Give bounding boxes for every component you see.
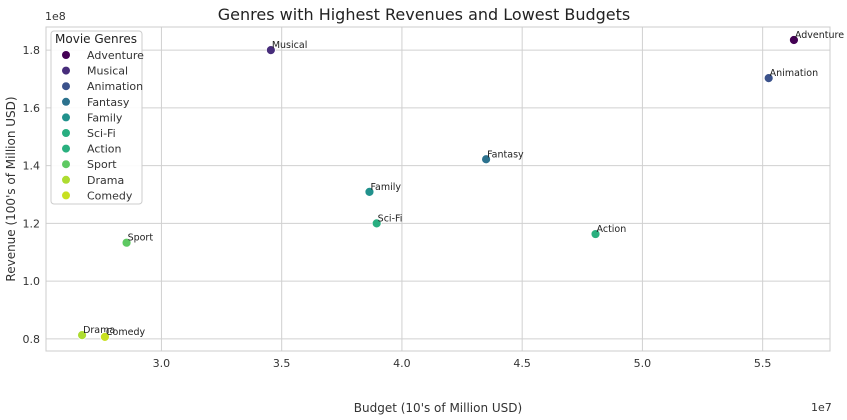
point-sci-fi [371,218,382,229]
x-tick-label: 3.0 [153,357,171,370]
data-points: Adventure Musical Animation Fantasy Family Sc… [77,30,844,342]
legend-entry-label: Musical [87,65,128,78]
plot-frame [45,26,831,352]
point-action [590,229,601,239]
legend-marker [62,191,70,200]
legend-box [50,30,143,205]
x-axis-label: Budget (10's of Million USD) [354,401,522,415]
point-label: Action [597,224,627,235]
legend-entry-label: Family [87,111,123,124]
x-tick-label: 3.5 [273,357,291,370]
chart-title: Genres with Highest Revenues and Lowest … [218,5,630,24]
point-fantasy [481,154,491,165]
point-label: Musical [272,40,308,51]
x-tick-label: 5.5 [754,357,772,370]
legend-marker [62,97,70,106]
legend-marker [62,66,70,75]
y-offset-label: 1e8 [45,10,66,23]
y-axis-label: Revenue (100's of Million USD) [4,96,18,281]
grid [46,27,830,351]
y-tick-label: 1.2 [23,217,41,230]
point-family [364,186,375,197]
legend-entry-label: Comedy [87,189,133,202]
point-drama [77,330,87,341]
point-label: Sci-Fi [378,213,403,224]
point-animation [763,73,774,84]
point-label: Family [370,182,401,193]
point-label: Fantasy [487,149,524,160]
x-axis-ticks: 3.0 3.5 4.0 4.5 5.0 5.5 [153,357,772,370]
legend-marker [62,82,70,91]
legend-entry-label: Sport [87,158,117,171]
point-comedy [100,331,110,342]
x-tick-label: 5.0 [634,357,652,370]
point-adventure [789,35,799,45]
legend-title: Movie Genres [55,32,137,46]
legend-entry-label: Drama [87,174,124,187]
legend-marker [62,175,70,184]
y-tick-label: 1.0 [23,275,41,288]
x-tick-label: 4.0 [393,357,411,370]
legend-entry-label: Sci-Fi [87,127,116,140]
point-label: Sport [128,233,154,244]
y-tick-label: 1.8 [23,44,41,57]
legend-marker [62,144,70,153]
point-label: Drama [83,325,115,336]
point-label: Animation [770,68,818,79]
legend-marker [62,51,70,59]
y-axis-ticks: 0.8 1.0 1.2 1.4 1.6 1.8 [23,44,41,346]
y-tick-label: 1.4 [23,160,41,173]
x-tick-label: 4.5 [513,357,531,370]
legend-entry-label: Action [87,143,121,156]
legend-entry-label: Adventure [87,49,144,62]
legend-marker [62,129,70,137]
legend-marker [62,113,70,122]
legend: Movie Genres Adventure Musical Animation Fa… [50,30,144,205]
point-label: Comedy [106,327,146,338]
x-offset-label: 1e7 [811,401,832,414]
point-label: Adventure [795,30,844,41]
legend-marker [62,160,70,169]
point-sport [121,237,132,248]
point-musical [265,45,276,56]
y-tick-label: 1.6 [23,102,41,115]
legend-entry-label: Fantasy [87,96,130,109]
y-tick-label: 0.8 [23,333,41,346]
legend-entry-label: Animation [87,80,143,93]
